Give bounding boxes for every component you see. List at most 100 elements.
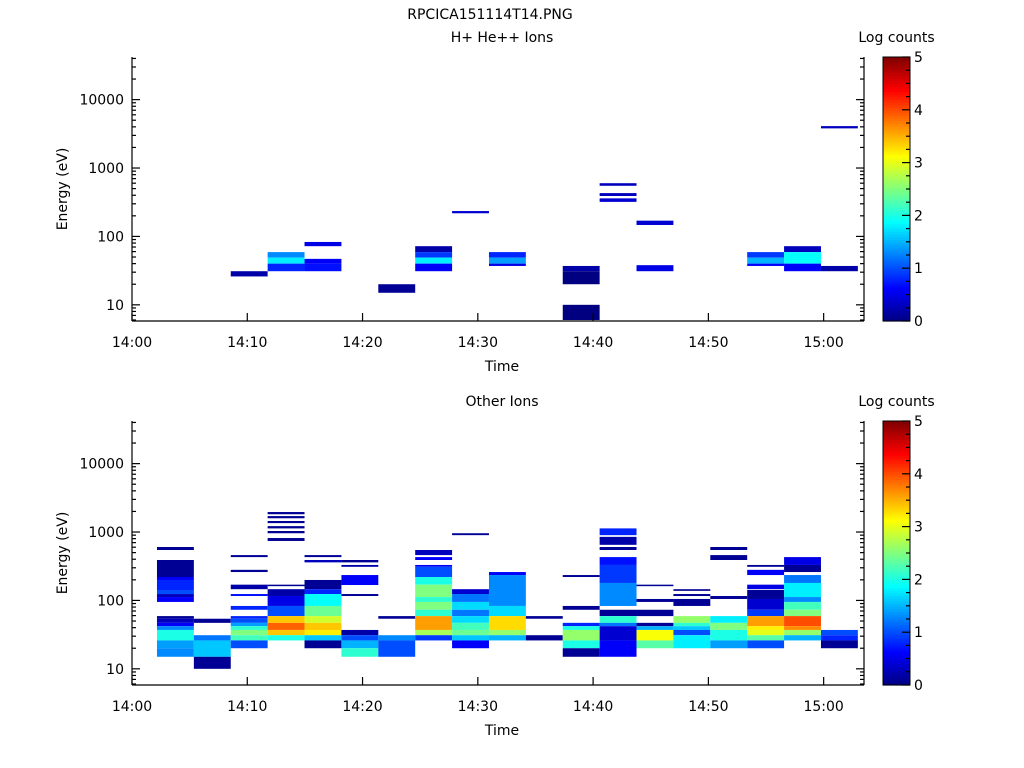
colorbar-segment — [883, 521, 910, 525]
spectrogram-cell — [267, 584, 305, 587]
colorbar-segment — [883, 637, 910, 641]
colorbar-segment — [883, 276, 910, 280]
colorbar-segment — [883, 181, 910, 185]
colorbar-segment — [883, 220, 910, 224]
spectrogram-cell — [415, 257, 453, 264]
colorbar-segment — [883, 423, 910, 427]
spectrogram-cell — [267, 622, 305, 630]
spectrogram-cell — [710, 555, 748, 560]
spectrogram-cell — [341, 594, 379, 597]
x-tick-label: 14:40 — [573, 699, 613, 715]
spectrogram-cell — [267, 520, 305, 524]
colorbar-segment — [883, 576, 910, 580]
spectrogram-cell — [267, 589, 305, 597]
y-axis-label: Energy (eV) — [55, 148, 71, 231]
colorbar-segment — [883, 133, 910, 137]
spectrogram-cell — [747, 252, 785, 258]
spectrogram-cell — [452, 635, 489, 641]
spectrogram-cell — [267, 531, 305, 534]
spectrogram-cell — [230, 569, 268, 573]
colorbar-segment — [883, 537, 910, 541]
colorbar-segment — [883, 210, 910, 214]
colorbar-segment — [883, 426, 910, 430]
spectrogram-cell — [784, 626, 821, 630]
colorbar-segment — [883, 523, 910, 528]
x-tick-label: 14:00 — [112, 699, 152, 715]
spectrogram-cell — [820, 126, 858, 129]
spectrogram-cell — [784, 582, 821, 598]
colorbar-segment — [883, 655, 910, 660]
colorbar-segment — [883, 241, 910, 246]
spectrogram-cell — [341, 635, 379, 641]
spectrogram-cell — [156, 594, 194, 598]
spectrogram-cell — [747, 590, 785, 599]
colorbar-segment — [883, 239, 910, 243]
y-tick-label: 10 — [106, 662, 124, 678]
spectrogram-cell — [267, 635, 305, 641]
colorbar-segment — [883, 650, 910, 654]
y-tick-label: 1000 — [88, 525, 124, 541]
colorbar-segment — [883, 91, 910, 95]
spectrogram-cell — [747, 640, 785, 649]
spectrogram-cell — [378, 616, 416, 619]
colorbar-tick-label: 3 — [914, 520, 923, 536]
colorbar-segment — [883, 231, 910, 235]
spectrogram-cell — [341, 564, 379, 567]
colorbar-segment — [883, 212, 910, 216]
spectrogram-cell — [636, 629, 674, 641]
spectrogram-cell — [230, 618, 268, 623]
spectrogram-cell — [267, 605, 305, 617]
spectrogram-cell — [415, 252, 453, 258]
spectrogram-cell — [304, 559, 342, 563]
colorbar-segment — [883, 481, 910, 485]
colorbar-segment — [883, 194, 910, 198]
colorbar-segment — [883, 120, 910, 124]
colorbar-segment — [883, 582, 910, 586]
spectrogram-cell — [452, 211, 489, 214]
colorbar-segment — [883, 260, 910, 264]
spectrogram-cell — [562, 640, 600, 649]
colorbar-segment — [883, 70, 910, 74]
colorbar-segment — [883, 658, 910, 662]
spectrogram-cell — [341, 575, 379, 586]
y-tick-label: 100 — [97, 593, 124, 609]
colorbar-segment — [883, 497, 910, 501]
spectrogram-cell — [636, 598, 674, 602]
colorbar-label: Log counts — [858, 394, 934, 410]
spectrogram-cell — [341, 629, 379, 636]
spectrogram-cell — [230, 594, 268, 597]
spectrogram-cell — [747, 564, 785, 567]
spectrogram-cell — [378, 284, 416, 293]
colorbar-segment — [883, 154, 910, 158]
spectrogram-cell — [820, 640, 858, 649]
x-tick-label: 14:00 — [112, 335, 152, 351]
colorbar-segment — [883, 605, 910, 610]
spectrogram-cell — [193, 640, 231, 657]
colorbar: 0 1 2 3 4 5 Log counts — [858, 30, 934, 330]
colorbar-segment — [883, 191, 910, 195]
spectrogram-cell — [267, 516, 305, 519]
colorbar-segment — [883, 584, 910, 588]
spectrogram-cell — [267, 629, 305, 636]
colorbar-segment — [883, 502, 910, 507]
spectrogram-cell — [636, 609, 674, 617]
colorbar-segment — [883, 613, 910, 617]
spectrogram-cell — [452, 533, 489, 536]
x-tick-label: 14:40 — [573, 335, 613, 351]
colorbar-tick-label: 2 — [914, 208, 923, 224]
colorbar-segment — [883, 233, 910, 238]
colorbar-segment — [883, 136, 910, 140]
colorbar-segment — [883, 167, 910, 172]
spectrogram-cell — [599, 640, 637, 657]
colorbar-segment — [883, 671, 910, 676]
spectrogram-cell — [415, 263, 453, 272]
spectrogram-cell — [599, 622, 637, 627]
colorbar-segment — [883, 468, 910, 472]
spectrogram-cell — [230, 626, 268, 630]
spectrogram-cell — [415, 246, 453, 253]
colorbar-segment — [883, 72, 910, 77]
y-tick-label: 10000 — [79, 457, 124, 473]
